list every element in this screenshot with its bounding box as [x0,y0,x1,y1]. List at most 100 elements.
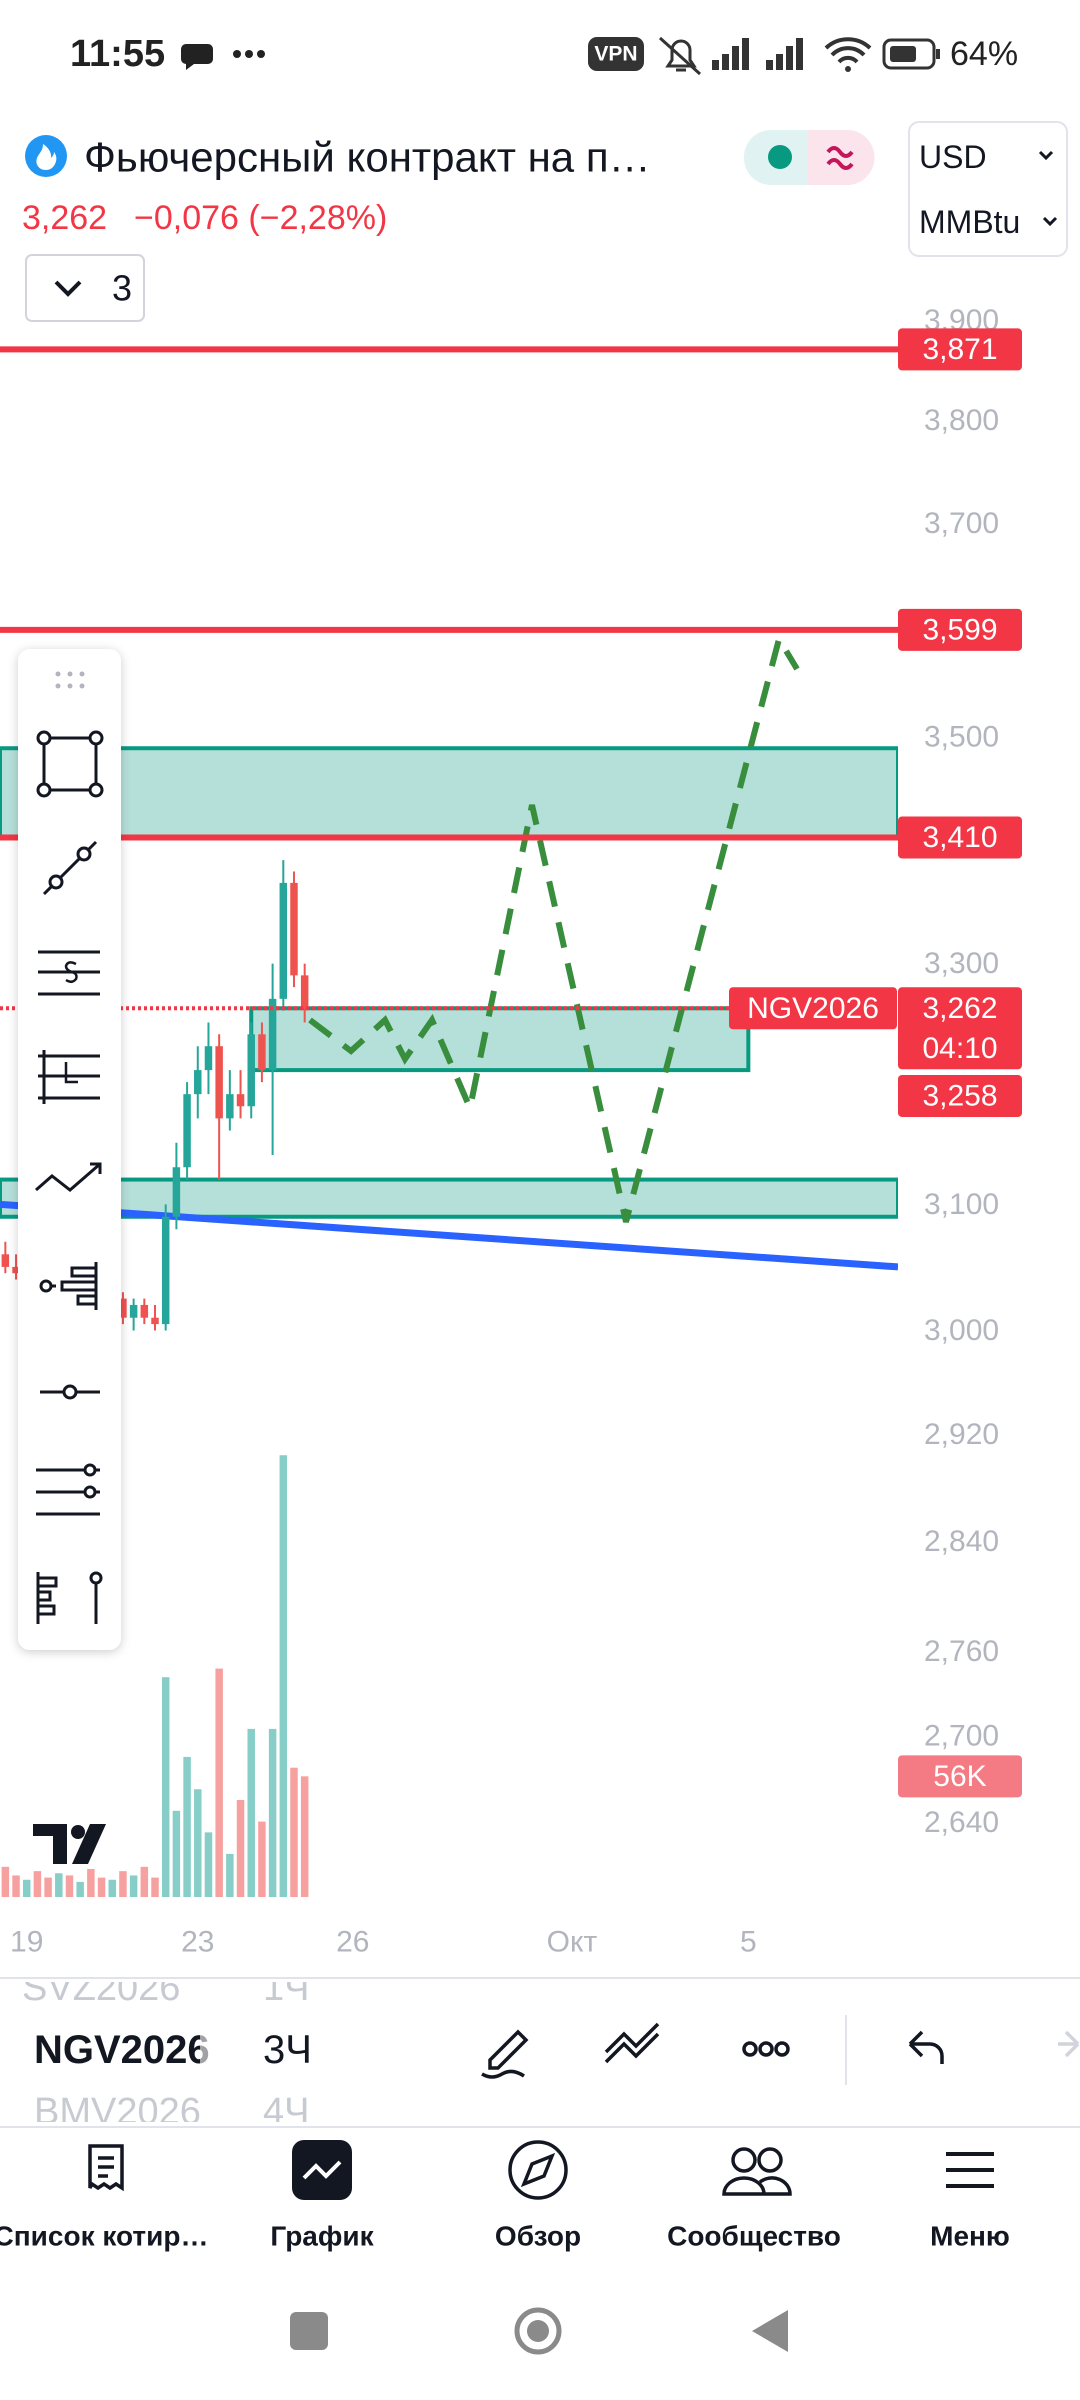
symbol-item[interactable]: BMV2026 [34,2091,201,2133]
more-icon [774,2041,790,2057]
volume-tag-label: 56K [933,1760,986,1793]
bottom-nav: Список котир… График Обзор Сообщество Ме… [0,2140,1010,2252]
candle-body [194,1070,202,1095]
price-tag [898,608,1022,651]
fade [200,1982,230,2122]
dot [67,683,73,689]
zone [0,1177,898,1219]
volume-bar [108,1879,116,1897]
drawings-icon[interactable] [604,2022,660,2064]
tv-logo [33,1824,106,1864]
logo-part [72,1824,106,1864]
drag-handle[interactable] [55,671,85,689]
unit[interactable]: MMBtu [919,204,1020,240]
delayed-icon [826,146,854,170]
volume-bar [22,1879,31,1897]
interval-item[interactable]: 3Ч [263,2028,312,2072]
pattern-tool[interactable] [35,1162,102,1192]
nav-item[interactable]: Обзор [495,2140,581,2252]
more-icon[interactable] [742,2041,758,2057]
back-button[interactable] [752,2310,788,2352]
symbol-item[interactable]: SVZ2026 [22,1967,180,2009]
candle-body [226,1094,234,1119]
nav-item[interactable]: График [270,2140,375,2252]
status-bar: 11:55 VPN 64% [70,33,1018,76]
handle [83,1485,97,1499]
more-tools[interactable] [36,1571,103,1624]
redo-icon[interactable] [1058,2030,1080,2058]
dot [55,671,61,677]
shape [60,1280,98,1292]
pencil-icon[interactable] [481,2029,529,2079]
volume-bar [300,1776,309,1897]
price-tag [898,328,1022,371]
layouts-button[interactable] [25,254,145,322]
wifi-icon [824,37,872,64]
symbol-title[interactable]: Фьючерсный контракт на п… [84,134,651,181]
shape [70,1266,98,1278]
volume-profile-tool[interactable] [39,1262,98,1310]
more-icon [758,2041,774,2057]
vpn-badge [588,37,644,71]
currency[interactable]: USD [919,139,987,175]
recents-button[interactable] [290,2312,328,2350]
interval-item[interactable]: 4Ч [263,2091,309,2133]
market-open-dot [768,145,792,169]
y-tick-label: 2,640 [924,1806,999,1839]
price-tag [898,987,1022,1070]
rectangle-tool[interactable] [36,730,104,798]
volume-bar [119,1871,127,1897]
dot [67,671,73,677]
candle-body [258,1034,266,1071]
more-dot [233,50,241,58]
glyph [64,1062,78,1084]
interval-item[interactable]: 1Ч [263,1967,309,2009]
handle [48,874,64,890]
chat-icon [181,44,213,70]
people-icon [731,2147,757,2173]
chart: 3,9003,8003,7003,5003,3003,1003,0002,920… [0,304,999,1897]
zone [0,746,898,840]
symbol-item[interactable]: NGV2026 [34,2028,210,2072]
home-button[interactable] [514,2307,562,2355]
logo-part [33,1824,67,1864]
x-tick-label: 26 [336,1926,369,1959]
volume-bar [87,1868,95,1897]
price-change: −0,076 (−2,28%) [134,199,387,237]
nav-item[interactable]: Меню [930,2152,1010,2252]
glyph [64,961,78,983]
candle-body [119,1298,127,1318]
volume-bar [97,1877,106,1897]
logo-part [71,1825,85,1839]
fib-tool[interactable] [38,950,100,996]
shape [36,1576,58,1588]
volume-bar [290,1767,298,1897]
signal-bar [722,54,729,70]
chart-icon-line [302,2160,342,2180]
volume-bar [12,1875,20,1897]
long-position-tool[interactable] [38,1050,100,1104]
symbol-picker: SVZ2026 1Ч NGV2026 3Ч BMV2026 4Ч [22,1967,312,2133]
signal-bar [742,38,749,70]
zone [249,1006,751,1073]
volume-bar [76,1881,84,1897]
nav-label: График [270,2221,374,2252]
nav-item[interactable]: Список котир… [0,2144,208,2252]
nav-item[interactable]: Сообщество [667,2147,841,2252]
bottom-toolbar [481,2015,1080,2085]
price-tag-label: 3,258 [922,1079,997,1112]
undo-icon[interactable] [908,2030,944,2064]
header: Фьючерсный контракт на п… 3,262 −0,076 (… [22,121,1068,257]
parallel-lines-tool[interactable] [36,1463,100,1516]
trendline-tool[interactable] [42,840,98,896]
hline-tool[interactable] [40,1384,100,1400]
nav-label: Сообщество [667,2221,841,2252]
volume-bar [161,1677,170,1897]
handle [62,1384,78,1400]
volume-bar [44,1877,52,1897]
symbol-tag [729,987,897,1030]
y-tick-label: 2,920 [924,1418,999,1451]
candle-body [1,1254,10,1267]
candle-body [268,998,277,1071]
